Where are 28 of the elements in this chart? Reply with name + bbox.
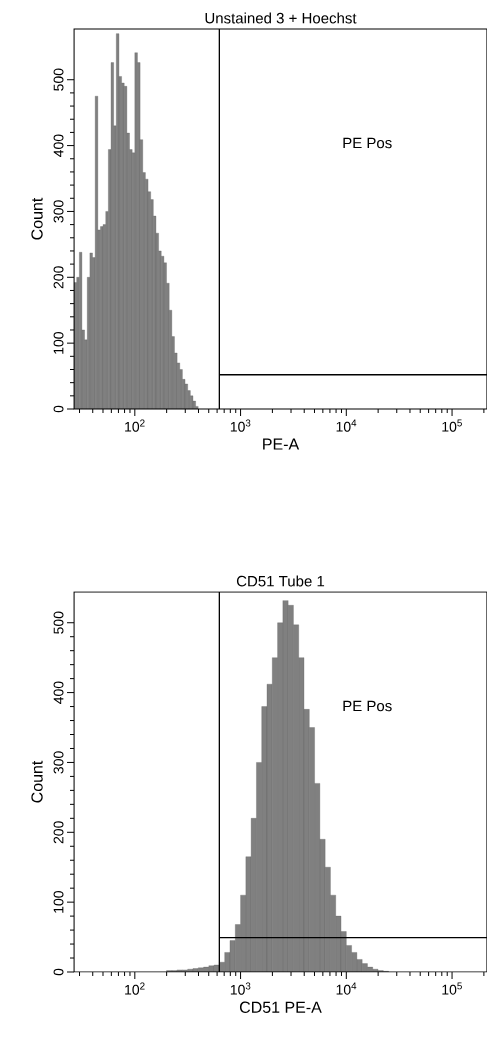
- x-tick-label: 10$^{3}$: [230, 419, 251, 432]
- x-tick-label: 10$^{4}$: [336, 982, 357, 995]
- y-tick-label: 0: [53, 405, 64, 413]
- y-tick-label: 100: [53, 891, 64, 913]
- y-axis-title: Count: [31, 760, 43, 803]
- x-axis-title: CD51 PE-A: [239, 1001, 322, 1013]
- x-tick-label: 10$^{3}$: [230, 982, 251, 995]
- chart-title: CD51 Tube 1: [236, 575, 325, 587]
- y-tick-label: 200: [53, 821, 64, 844]
- annotation: PE Pos: [343, 137, 392, 149]
- x-tick-label: 10$^{5}$: [442, 982, 462, 995]
- y-tick-label: 500: [53, 68, 64, 91]
- y-tick-label: 400: [53, 134, 64, 157]
- x-tick-label: 10$^{4}$: [336, 419, 357, 432]
- y-tick-label: 300: [53, 751, 64, 774]
- y-tick-label: 0: [53, 968, 64, 976]
- x-tick-label: 10$^{2}$: [125, 419, 145, 432]
- chart-title: Unstained 3 + Hoechst: [205, 12, 357, 24]
- y-tick-label: 400: [53, 681, 64, 704]
- x-tick-label: 10$^{2}$: [125, 982, 145, 995]
- y-tick-label: 100: [53, 332, 64, 354]
- x-axis-title: PE-A: [263, 438, 300, 450]
- x-tick-label: 10$^{5}$: [442, 419, 462, 432]
- y-tick-label: 300: [53, 200, 64, 223]
- annotation: PE Pos: [343, 700, 392, 712]
- y-tick-label: 200: [53, 266, 64, 289]
- y-tick-label: 500: [53, 611, 64, 634]
- y-axis-title: Count: [31, 197, 43, 240]
